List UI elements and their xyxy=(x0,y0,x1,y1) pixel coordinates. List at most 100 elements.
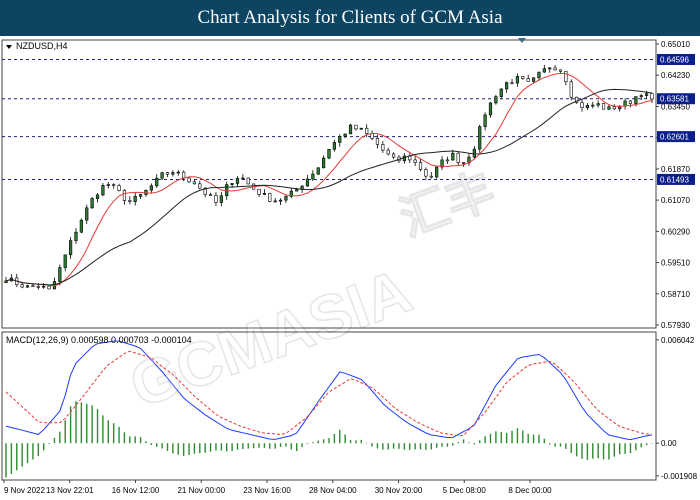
candle xyxy=(424,167,428,181)
macd-hist-bar xyxy=(301,443,303,448)
candle-body xyxy=(591,104,595,107)
macd-hist-bar xyxy=(457,442,459,444)
macd-hist-bar xyxy=(150,443,153,446)
candle xyxy=(305,174,310,187)
candle xyxy=(85,204,89,224)
macd-hist-bar xyxy=(32,443,34,460)
ma-slow-line xyxy=(5,88,653,286)
price-panel xyxy=(1,39,657,329)
macd-hist-bar xyxy=(333,433,336,444)
candle xyxy=(101,182,105,197)
candle xyxy=(278,198,283,206)
candle-body xyxy=(505,82,509,90)
candle xyxy=(381,141,385,153)
candle xyxy=(63,254,67,272)
macd-hist-bar xyxy=(538,434,540,444)
candle xyxy=(499,88,503,100)
moving-averages xyxy=(5,72,653,287)
macd-hist-bar xyxy=(565,443,567,449)
candle-body xyxy=(542,68,546,73)
candle-body xyxy=(214,195,218,203)
candle-body xyxy=(483,114,487,127)
macd-hist-bar xyxy=(199,443,201,454)
candle-body xyxy=(537,71,541,79)
candle xyxy=(241,174,245,180)
level-tag-bg xyxy=(657,173,695,185)
macd-hist-bar xyxy=(328,438,330,444)
candle-body xyxy=(69,240,73,256)
candle xyxy=(69,236,73,260)
price-axis: 0.650100.642300.634500.626700.618700.610… xyxy=(656,40,690,330)
macd-hist-bar xyxy=(21,443,23,467)
macd-hist-bar xyxy=(26,443,29,464)
candle xyxy=(386,147,390,156)
time-tick-label: 13 Nov 22:01 xyxy=(46,486,94,495)
candle-body xyxy=(429,175,433,178)
macd-hist-bar xyxy=(252,443,255,449)
candle-body xyxy=(558,69,563,72)
time-tick-label: 5 Dec 08:00 xyxy=(443,486,487,495)
candle xyxy=(155,174,159,188)
macd-hist-bar xyxy=(279,443,282,447)
macd-hist-bar xyxy=(629,443,632,454)
candle-body xyxy=(101,185,105,196)
candle-body xyxy=(74,231,78,241)
macd-hist-bar xyxy=(387,443,389,450)
candle xyxy=(375,134,380,149)
candle-body xyxy=(348,124,353,135)
time-tick-label: 28 Nov 04:00 xyxy=(309,486,357,495)
candle xyxy=(257,188,261,197)
candle-body xyxy=(79,219,83,233)
candle xyxy=(90,196,94,209)
macd-hist-bar xyxy=(473,443,476,445)
candle-body xyxy=(515,76,520,84)
candle-body xyxy=(564,70,568,83)
candle-body xyxy=(182,171,186,179)
macd-hist-bar xyxy=(479,440,481,444)
candle xyxy=(106,182,110,189)
candle-body xyxy=(278,199,283,202)
candle xyxy=(639,93,643,100)
macd-hist-bar xyxy=(339,429,341,444)
macd-hist-bar xyxy=(112,423,115,444)
macd-hist-bar xyxy=(452,443,454,446)
candle xyxy=(138,193,143,200)
candle xyxy=(25,284,30,288)
candle xyxy=(338,134,342,147)
candle-body xyxy=(386,149,390,155)
price-tick-label: 0.61070 xyxy=(661,196,690,205)
candle xyxy=(176,169,180,176)
macd-hist-bar xyxy=(16,443,18,471)
time-tick-label: 16 Nov 12:00 xyxy=(112,486,160,495)
macd-hist-bar xyxy=(172,443,174,454)
level-tags: 0.64596 0.63581 0.62601 0.61493 xyxy=(657,53,695,185)
candle-body xyxy=(171,172,175,175)
candle xyxy=(268,192,272,203)
macd-hist-bar xyxy=(586,443,589,460)
macd-hist-bar xyxy=(75,401,77,444)
macd-hist-bar xyxy=(355,440,357,444)
candle-body xyxy=(601,103,606,110)
macd-hist-bar xyxy=(107,420,109,444)
time-tick-label: 9 Nov 2022 xyxy=(4,486,45,495)
macd-hist-bar xyxy=(258,443,260,448)
macd-hist-bar xyxy=(242,443,244,449)
macd-lines xyxy=(5,340,653,441)
ma-fast-line xyxy=(5,72,653,287)
candle xyxy=(553,64,557,71)
macd-hist-bar xyxy=(209,443,212,452)
candle-body xyxy=(289,190,293,197)
macd-hist-bar xyxy=(69,406,72,444)
candle xyxy=(214,192,218,206)
macd-hist-bar xyxy=(592,443,594,459)
candle-body xyxy=(478,126,482,150)
candle-body xyxy=(575,96,579,103)
macd-hist-bar xyxy=(532,434,535,444)
candle-body xyxy=(149,185,153,191)
candle-body xyxy=(122,190,127,201)
candle xyxy=(289,187,293,199)
candle-body xyxy=(295,189,299,192)
candle-body xyxy=(338,136,342,143)
candle xyxy=(580,99,584,112)
macd-hist-bar xyxy=(613,443,616,457)
